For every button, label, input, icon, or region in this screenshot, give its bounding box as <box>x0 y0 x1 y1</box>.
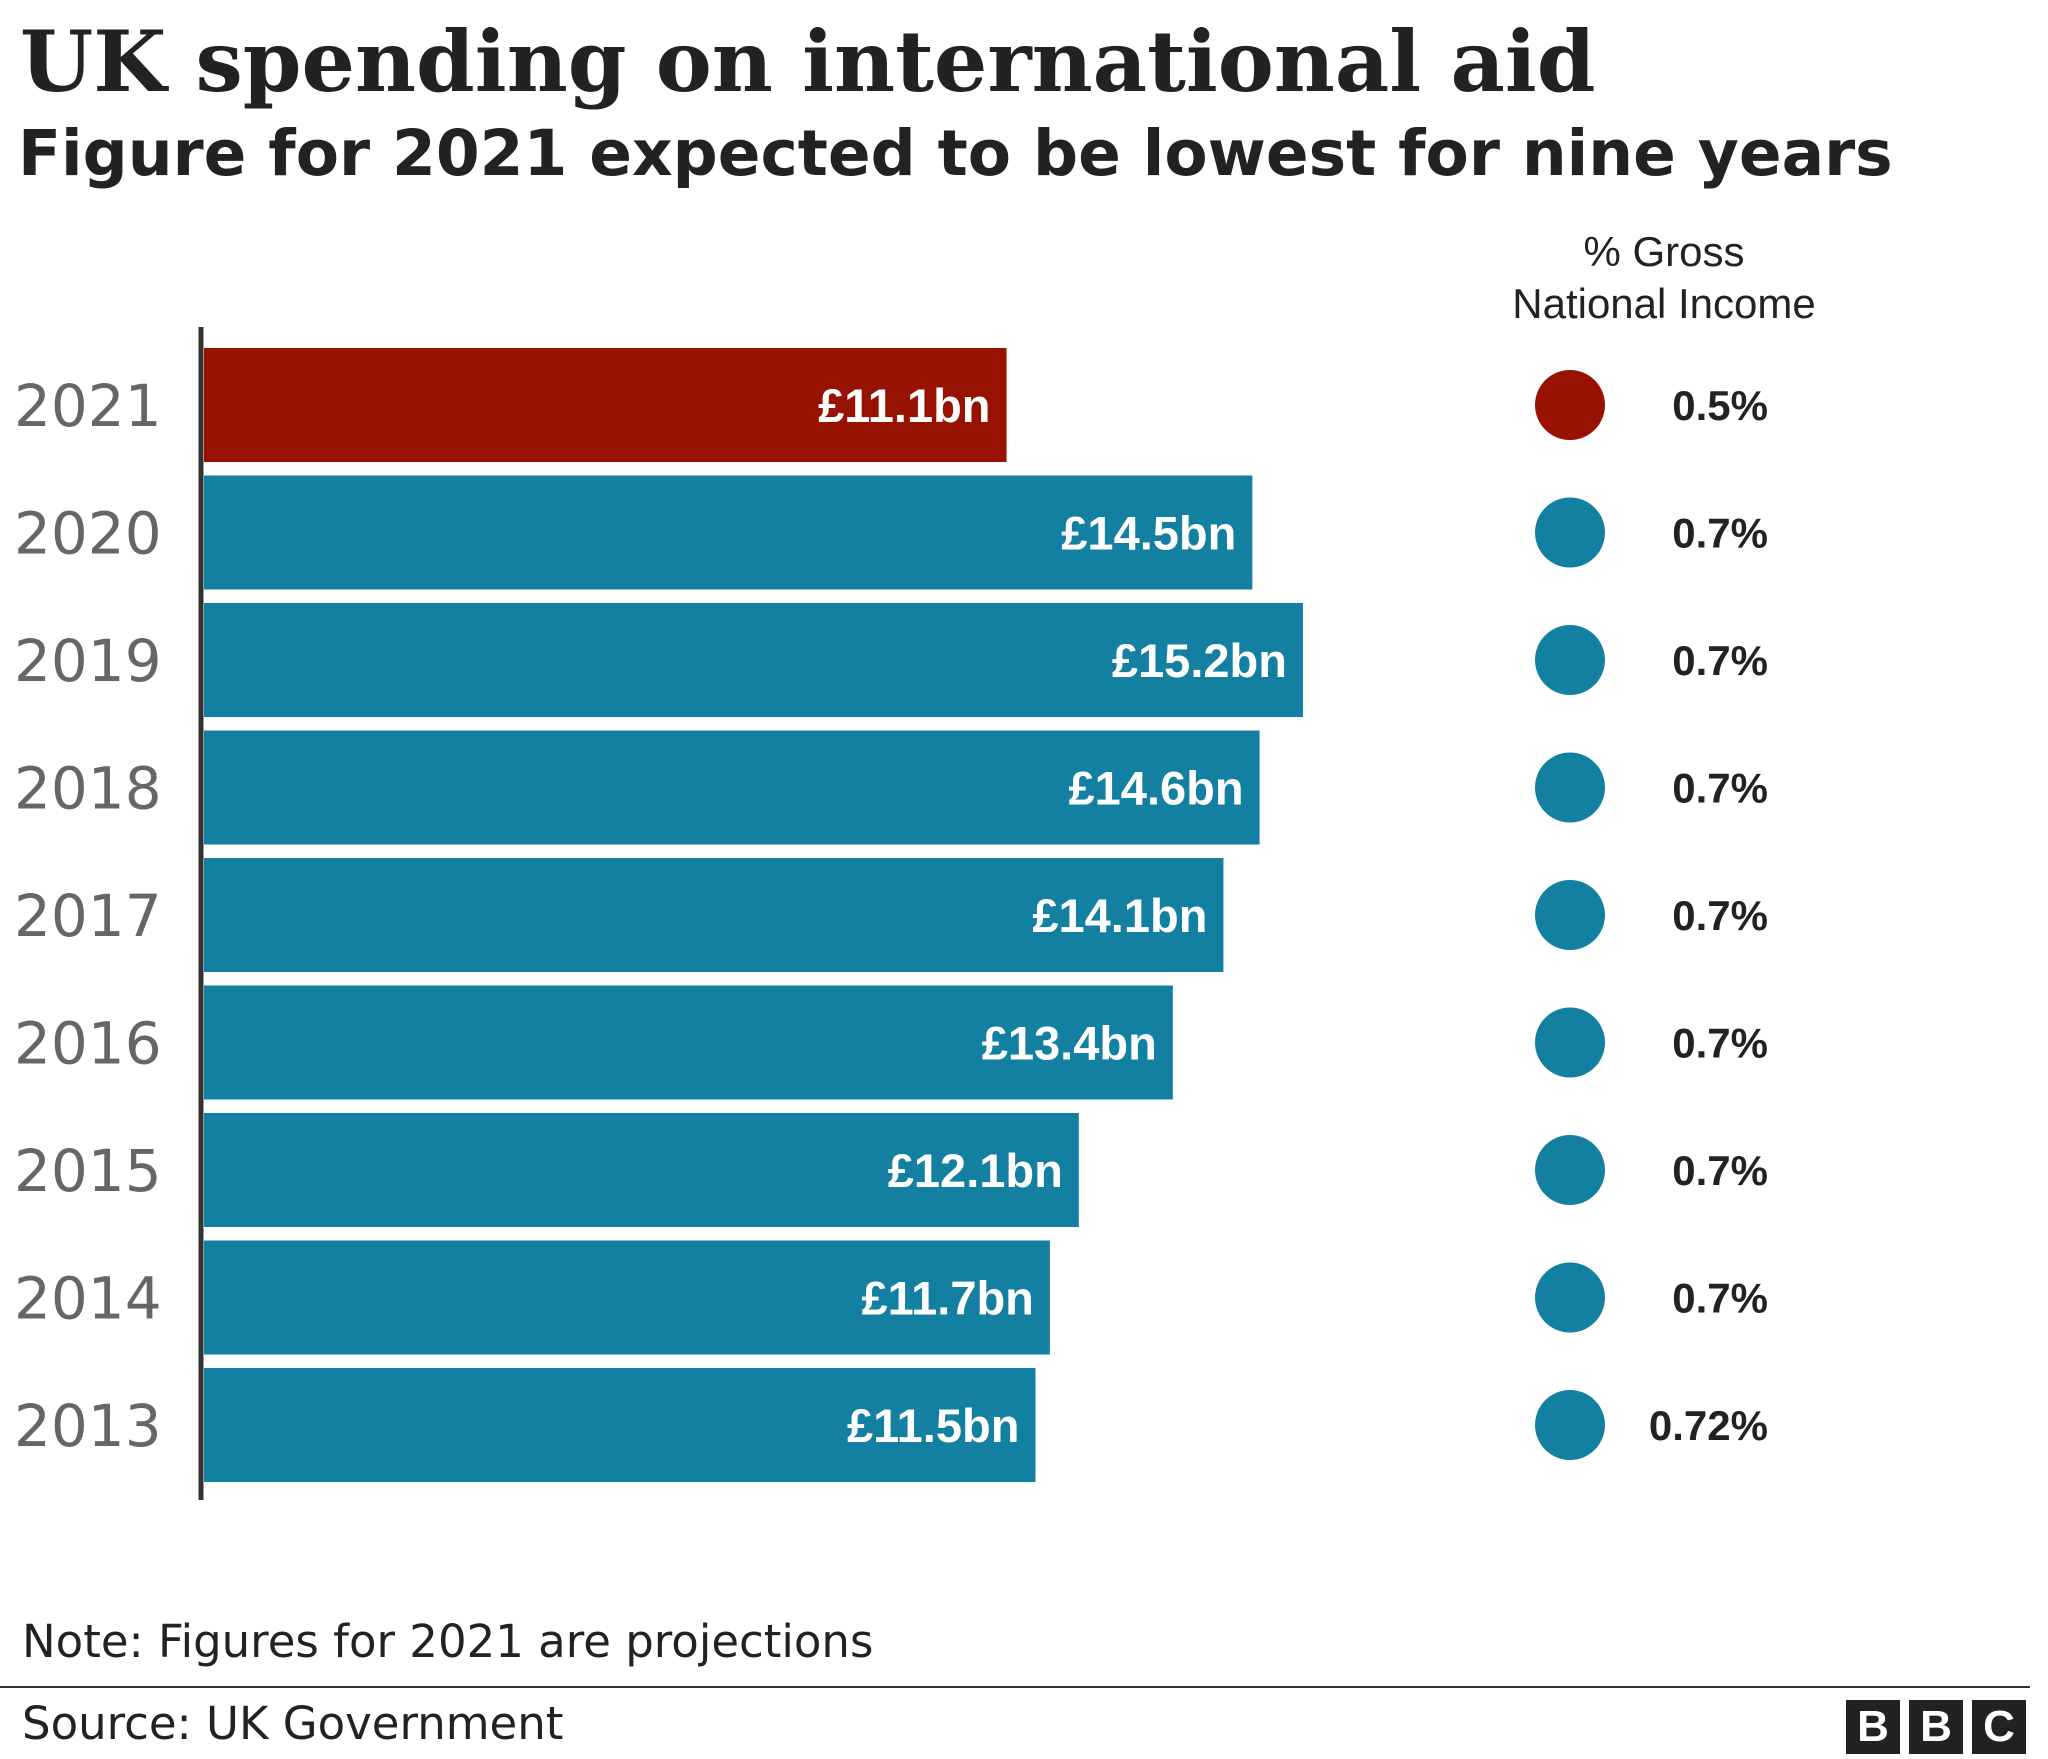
value-label-2013: £11.5bn <box>847 1399 1019 1452</box>
year-label-2016: 2016 <box>14 1010 162 1078</box>
chart-title: UK spending on international aid <box>20 12 1596 111</box>
bar-2017 <box>204 858 1224 972</box>
gni-dot-2014 <box>1535 1262 1605 1333</box>
year-label-2018: 2018 <box>14 755 162 823</box>
bbc-logo-block-2: B <box>1909 1700 1963 1754</box>
gni-dot-2019 <box>1535 625 1605 695</box>
bar-2014 <box>204 1240 1050 1355</box>
gni-label-2019: 0.7% <box>1672 637 1768 684</box>
value-label-2017: £14.1bn <box>1032 889 1207 942</box>
bar-2021 <box>204 348 1007 462</box>
year-label-2020: 2020 <box>14 500 162 568</box>
chart-subtitle: Figure for 2021 expected to be lowest fo… <box>18 117 1893 190</box>
bbc-logo-block-3: C <box>1972 1700 2026 1754</box>
gni-label-2015: 0.7% <box>1672 1147 1768 1194</box>
bar-2013 <box>204 1368 1036 1482</box>
value-label-2020: £14.5bn <box>1061 507 1236 560</box>
value-label-2015: £12.1bn <box>888 1144 1063 1197</box>
gni-label-2021: 0.5% <box>1672 382 1768 429</box>
value-label-2014: £11.7bn <box>861 1272 1033 1325</box>
year-label-2014: 2014 <box>14 1265 162 1333</box>
gni-dot-2020 <box>1535 497 1605 568</box>
labels-group: £11.1bn 2021 £14.5bn 2020 £15.2bn 2019 £14.6bn… <box>14 372 1287 1460</box>
gni-dot-2017 <box>1535 880 1605 950</box>
value-label-2016: £13.4bn <box>982 1017 1157 1070</box>
value-label-2019: £15.2bn <box>1112 634 1287 687</box>
year-label-2017: 2017 <box>14 882 162 950</box>
chart-source: Source: UK Government <box>22 1697 564 1750</box>
footer-divider <box>0 1686 2030 1688</box>
bbc-logo-block-1: B <box>1846 1700 1900 1754</box>
gni-dot-2021 <box>1535 370 1605 440</box>
bar-2015 <box>204 1113 1079 1227</box>
gni-label-2018: 0.7% <box>1672 765 1768 812</box>
gni-dot-2013 <box>1535 1390 1605 1460</box>
gni-dot-2018 <box>1535 752 1605 823</box>
bars-group <box>204 348 1303 1482</box>
gni-label-2013: 0.72% <box>1649 1402 1768 1449</box>
bar-chart: % Gross National Income £11.1bn 2021 £14.5… <box>14 228 1816 1500</box>
gni-header-line1: % Gross <box>1583 228 1744 275</box>
bbc-logo: B B C <box>1846 1700 2026 1754</box>
gni-dot-2015 <box>1535 1135 1605 1205</box>
gni-group: 0.5% 0.7% 0.7% 0.7% 0.7% 0.7% 0.7% 0.7% 0.72% <box>1535 370 1768 1460</box>
year-label-2021: 2021 <box>14 372 162 440</box>
bar-2019 <box>204 603 1303 717</box>
value-label-2018: £14.6bn <box>1069 762 1244 815</box>
gni-header-line2: National Income <box>1512 280 1816 327</box>
year-label-2015: 2015 <box>14 1137 162 1205</box>
gni-label-2016: 0.7% <box>1672 1020 1768 1067</box>
year-label-2013: 2013 <box>14 1392 162 1460</box>
gni-label-2020: 0.7% <box>1672 510 1768 557</box>
gni-dot-2016 <box>1535 1007 1605 1078</box>
bar-2016 <box>204 985 1173 1100</box>
gni-label-2014: 0.7% <box>1672 1275 1768 1322</box>
bar-2020 <box>204 475 1253 590</box>
chart-note: Note: Figures for 2021 are projections <box>22 1615 874 1668</box>
bar-2018 <box>204 730 1260 845</box>
gni-label-2017: 0.7% <box>1672 892 1768 939</box>
year-label-2019: 2019 <box>14 627 162 695</box>
value-label-2021: £11.1bn <box>818 379 990 432</box>
